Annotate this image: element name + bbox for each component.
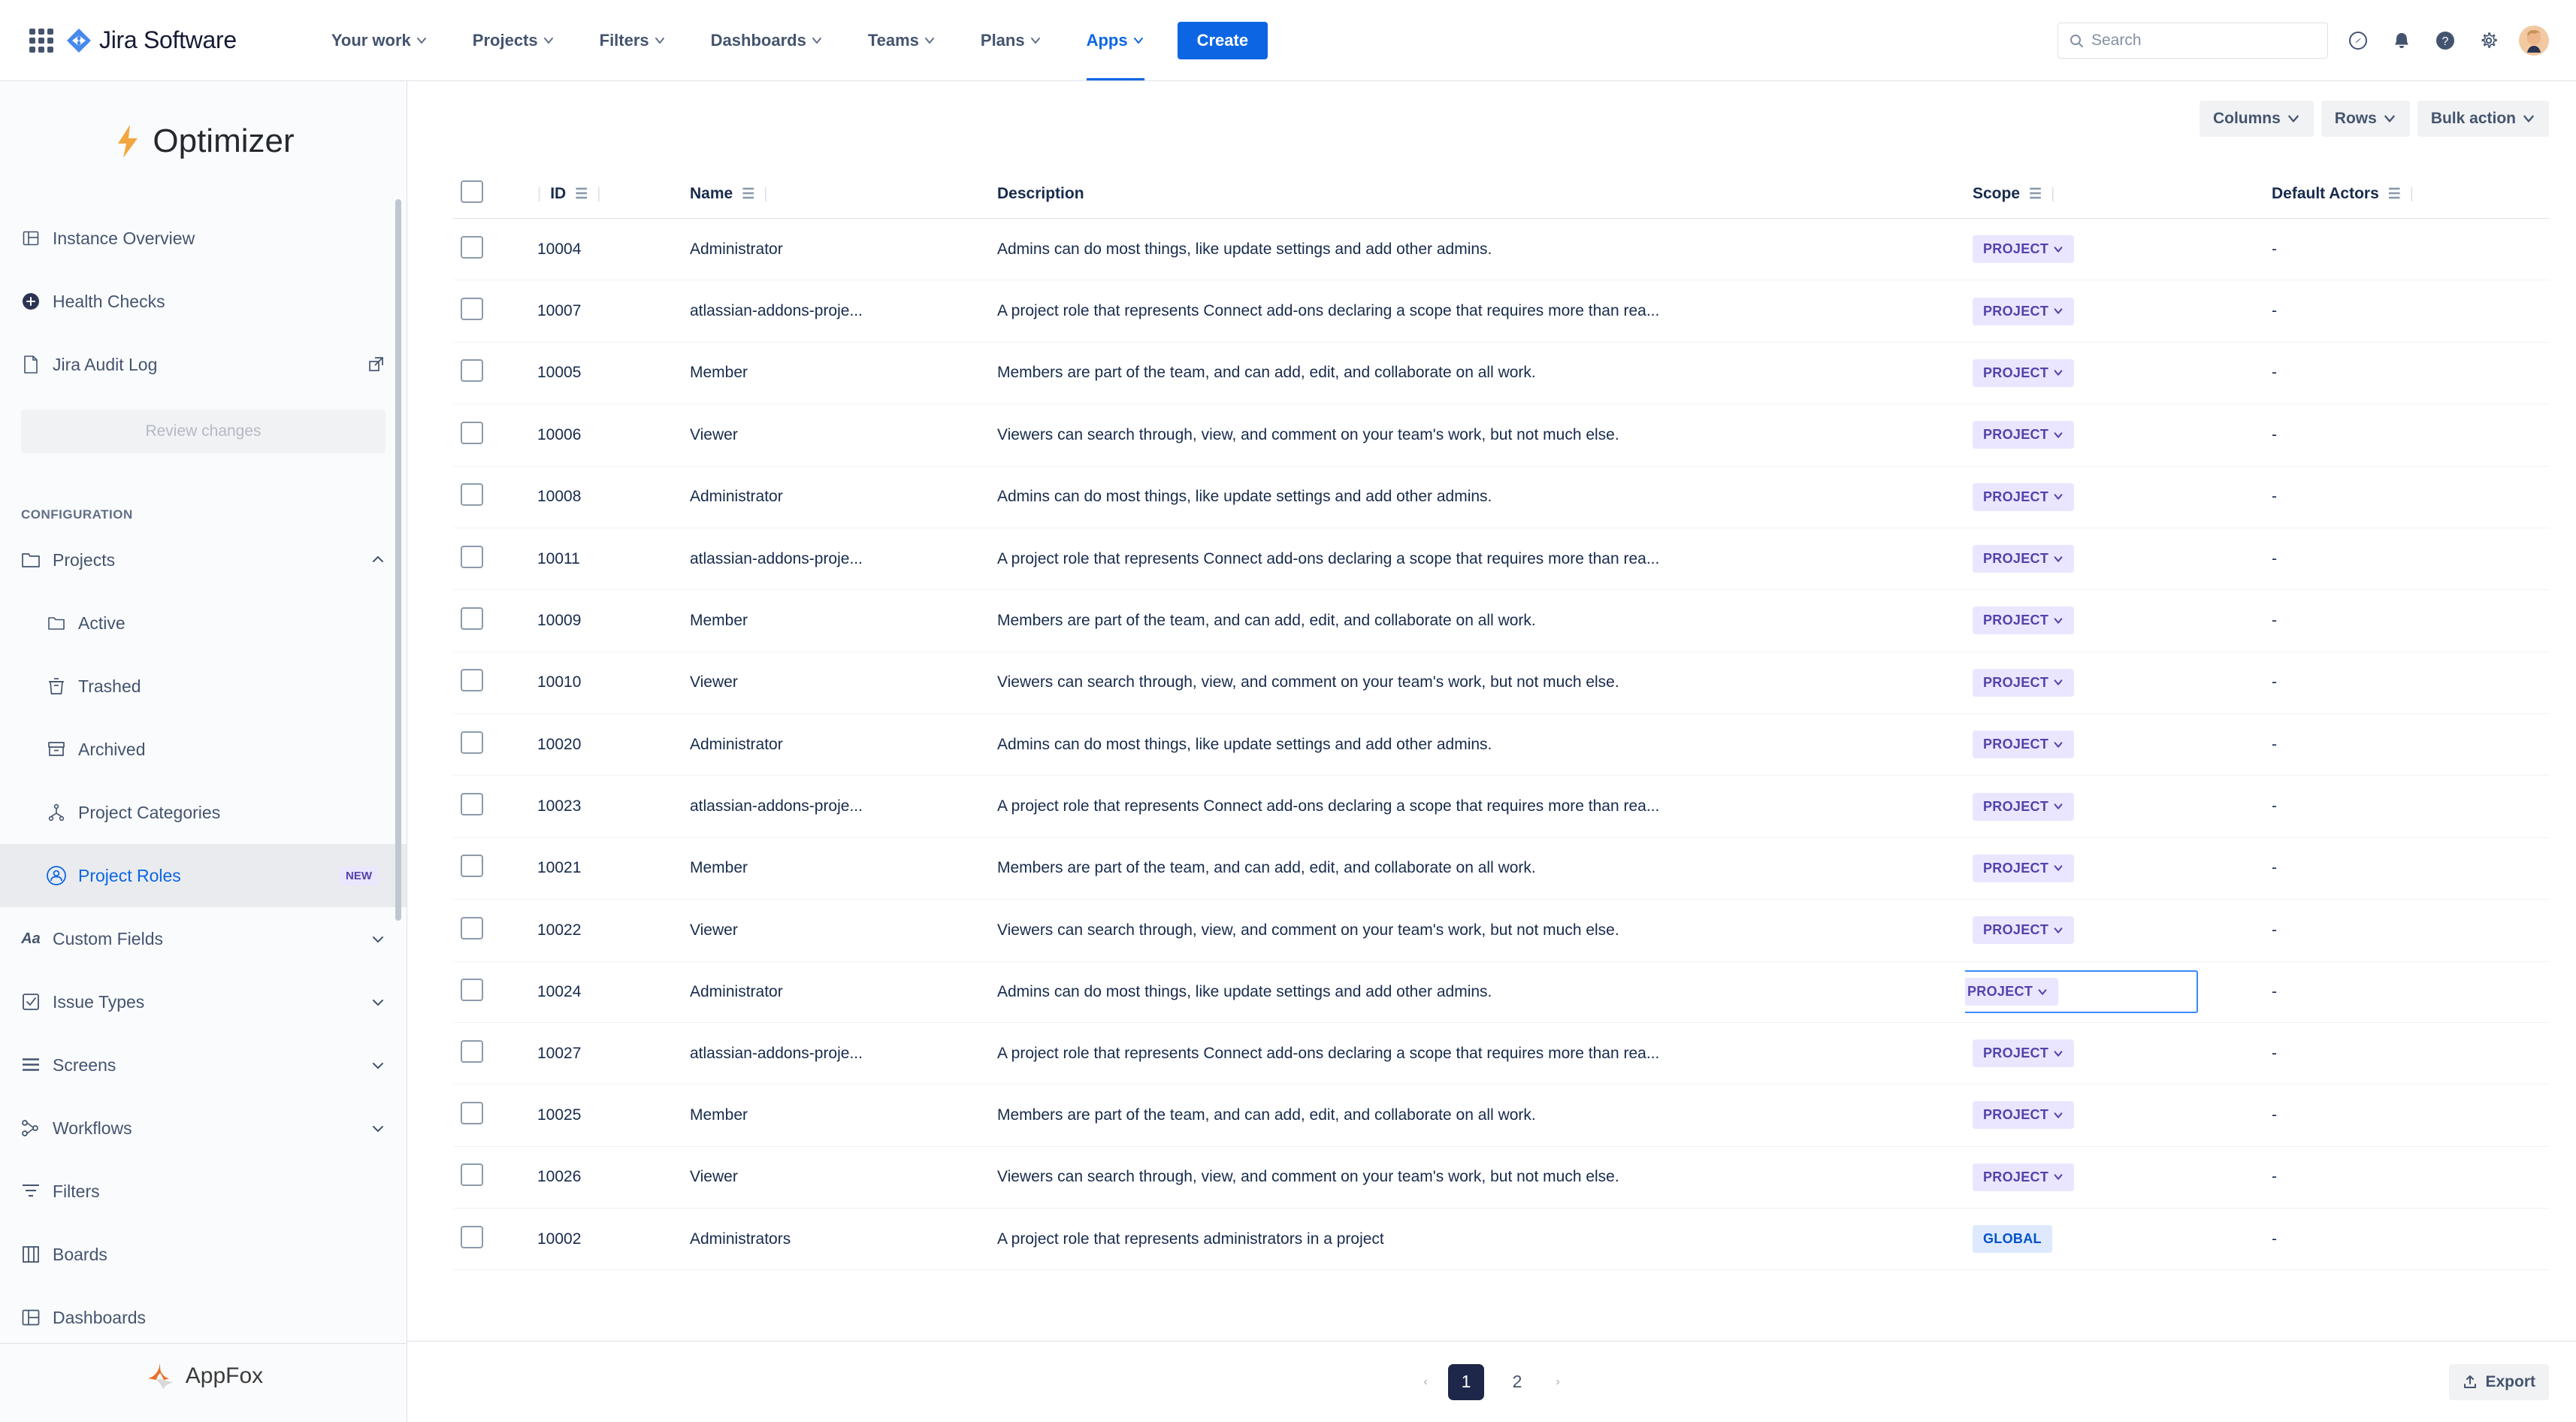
svg-text:?: ? [2442,35,2449,48]
